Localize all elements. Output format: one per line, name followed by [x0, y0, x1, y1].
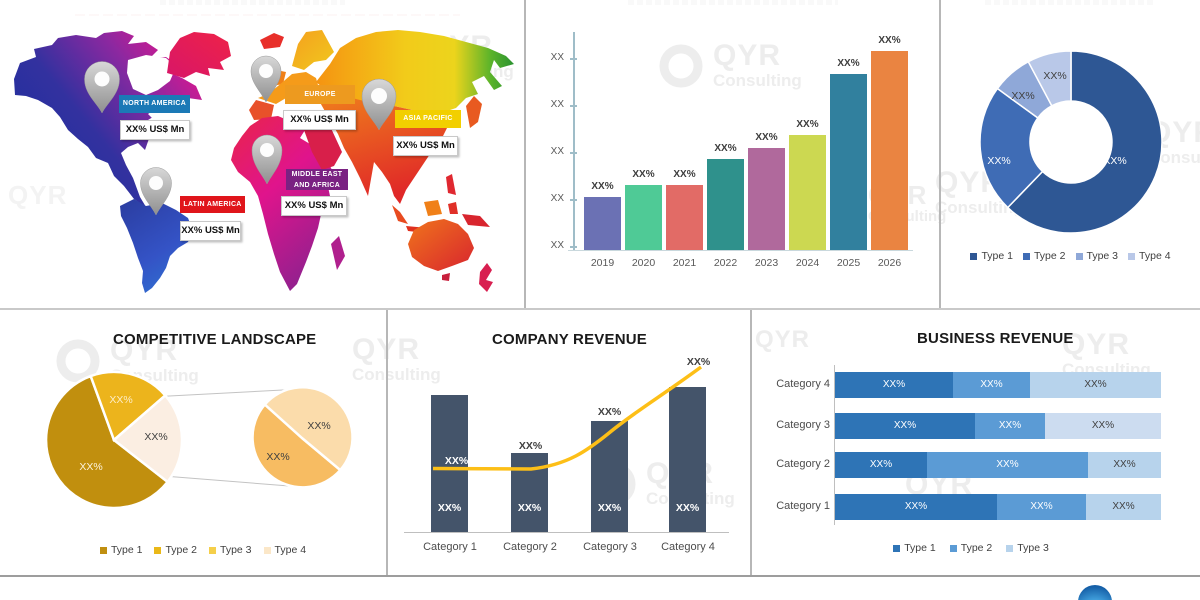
- svg-text:XX%: XX%: [144, 431, 167, 443]
- svg-text:XX%: XX%: [1043, 70, 1066, 82]
- svg-text:XX%: XX%: [987, 155, 1010, 167]
- svg-text:XX%: XX%: [1011, 90, 1034, 102]
- svg-text:XX%: XX%: [79, 461, 102, 473]
- svg-text:XX%: XX%: [266, 451, 289, 463]
- svg-text:XX%: XX%: [307, 420, 330, 432]
- svg-text:XX%: XX%: [109, 394, 132, 406]
- svg-text:XX%: XX%: [1103, 155, 1126, 167]
